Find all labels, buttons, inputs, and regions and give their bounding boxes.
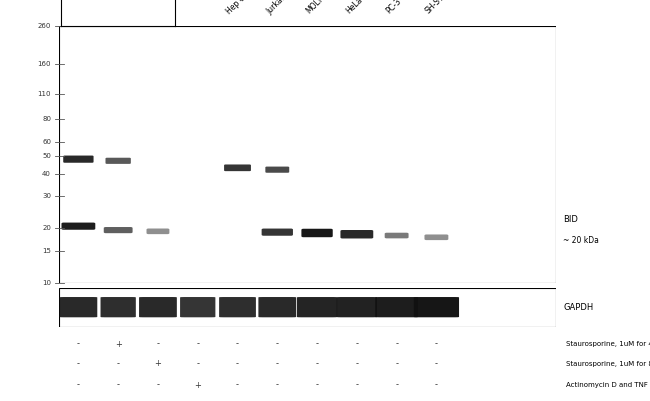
FancyBboxPatch shape — [180, 297, 215, 317]
FancyBboxPatch shape — [265, 166, 289, 173]
FancyBboxPatch shape — [259, 297, 296, 317]
Text: -: - — [196, 340, 200, 348]
Text: -: - — [356, 359, 358, 369]
Text: -: - — [157, 381, 159, 390]
FancyBboxPatch shape — [104, 227, 133, 233]
Text: 60: 60 — [42, 139, 51, 145]
Text: 10: 10 — [42, 280, 51, 286]
FancyBboxPatch shape — [302, 229, 333, 237]
FancyBboxPatch shape — [60, 297, 98, 317]
FancyBboxPatch shape — [139, 297, 177, 317]
Text: -: - — [356, 340, 358, 348]
Text: 80: 80 — [42, 116, 51, 122]
Text: 30: 30 — [42, 193, 51, 199]
Text: Actinomycin D and TNF Alpha, 5ug/ml and 10ng/ml for 5 hr: Actinomycin D and TNF Alpha, 5ug/ml and … — [566, 382, 650, 388]
Text: +: + — [194, 381, 201, 390]
Text: 110: 110 — [38, 91, 51, 97]
Text: Staurosporine, 1uM for 8 hr: Staurosporine, 1uM for 8 hr — [566, 361, 650, 367]
FancyBboxPatch shape — [262, 229, 293, 236]
FancyBboxPatch shape — [385, 233, 409, 238]
FancyBboxPatch shape — [337, 297, 377, 317]
FancyBboxPatch shape — [297, 297, 337, 317]
Text: BID: BID — [563, 215, 578, 224]
Text: -: - — [77, 359, 80, 369]
Text: -: - — [77, 340, 80, 348]
FancyBboxPatch shape — [101, 297, 136, 317]
FancyBboxPatch shape — [105, 158, 131, 164]
Text: -: - — [315, 340, 318, 348]
Text: -: - — [315, 359, 318, 369]
Text: -: - — [395, 340, 398, 348]
FancyBboxPatch shape — [224, 164, 251, 171]
FancyBboxPatch shape — [341, 230, 373, 239]
Text: GAPDH: GAPDH — [563, 303, 593, 312]
Text: -: - — [435, 359, 438, 369]
Text: -: - — [236, 359, 239, 369]
Text: -: - — [116, 381, 120, 390]
Text: 50: 50 — [42, 153, 51, 159]
Text: -: - — [236, 340, 239, 348]
Text: Jurkat: Jurkat — [265, 0, 287, 16]
FancyBboxPatch shape — [414, 297, 459, 317]
Text: 160: 160 — [38, 61, 51, 67]
Text: SH-SY5Y: SH-SY5Y — [424, 0, 453, 16]
FancyBboxPatch shape — [424, 235, 448, 240]
Text: -: - — [395, 359, 398, 369]
Text: PC-3: PC-3 — [384, 0, 403, 16]
Text: 40: 40 — [42, 170, 51, 176]
FancyBboxPatch shape — [62, 223, 96, 230]
Text: -: - — [356, 381, 358, 390]
Text: -: - — [77, 381, 80, 390]
Text: -: - — [435, 381, 438, 390]
Text: 15: 15 — [42, 248, 51, 254]
Text: 260: 260 — [38, 23, 51, 29]
Text: -: - — [116, 359, 120, 369]
Text: -: - — [236, 381, 239, 390]
Text: -: - — [276, 381, 279, 390]
Text: -: - — [276, 340, 279, 348]
Text: -: - — [157, 340, 159, 348]
FancyBboxPatch shape — [63, 156, 94, 163]
Text: -: - — [276, 359, 279, 369]
Text: Hep G2: Hep G2 — [225, 0, 252, 16]
Text: -: - — [395, 381, 398, 390]
Text: ~ 20 kDa: ~ 20 kDa — [563, 236, 599, 245]
Text: +: + — [115, 340, 122, 348]
FancyBboxPatch shape — [375, 297, 418, 317]
Text: Staurosporine, 1uM for 4 hr: Staurosporine, 1uM for 4 hr — [566, 341, 650, 347]
Text: -: - — [435, 340, 438, 348]
FancyBboxPatch shape — [219, 297, 256, 317]
Text: 20: 20 — [42, 225, 51, 231]
Text: +: + — [155, 359, 161, 369]
Text: -: - — [315, 381, 318, 390]
FancyBboxPatch shape — [146, 229, 170, 234]
Text: HeLa: HeLa — [344, 0, 365, 16]
Text: MOLT-4: MOLT-4 — [305, 0, 330, 16]
Text: -: - — [196, 359, 200, 369]
